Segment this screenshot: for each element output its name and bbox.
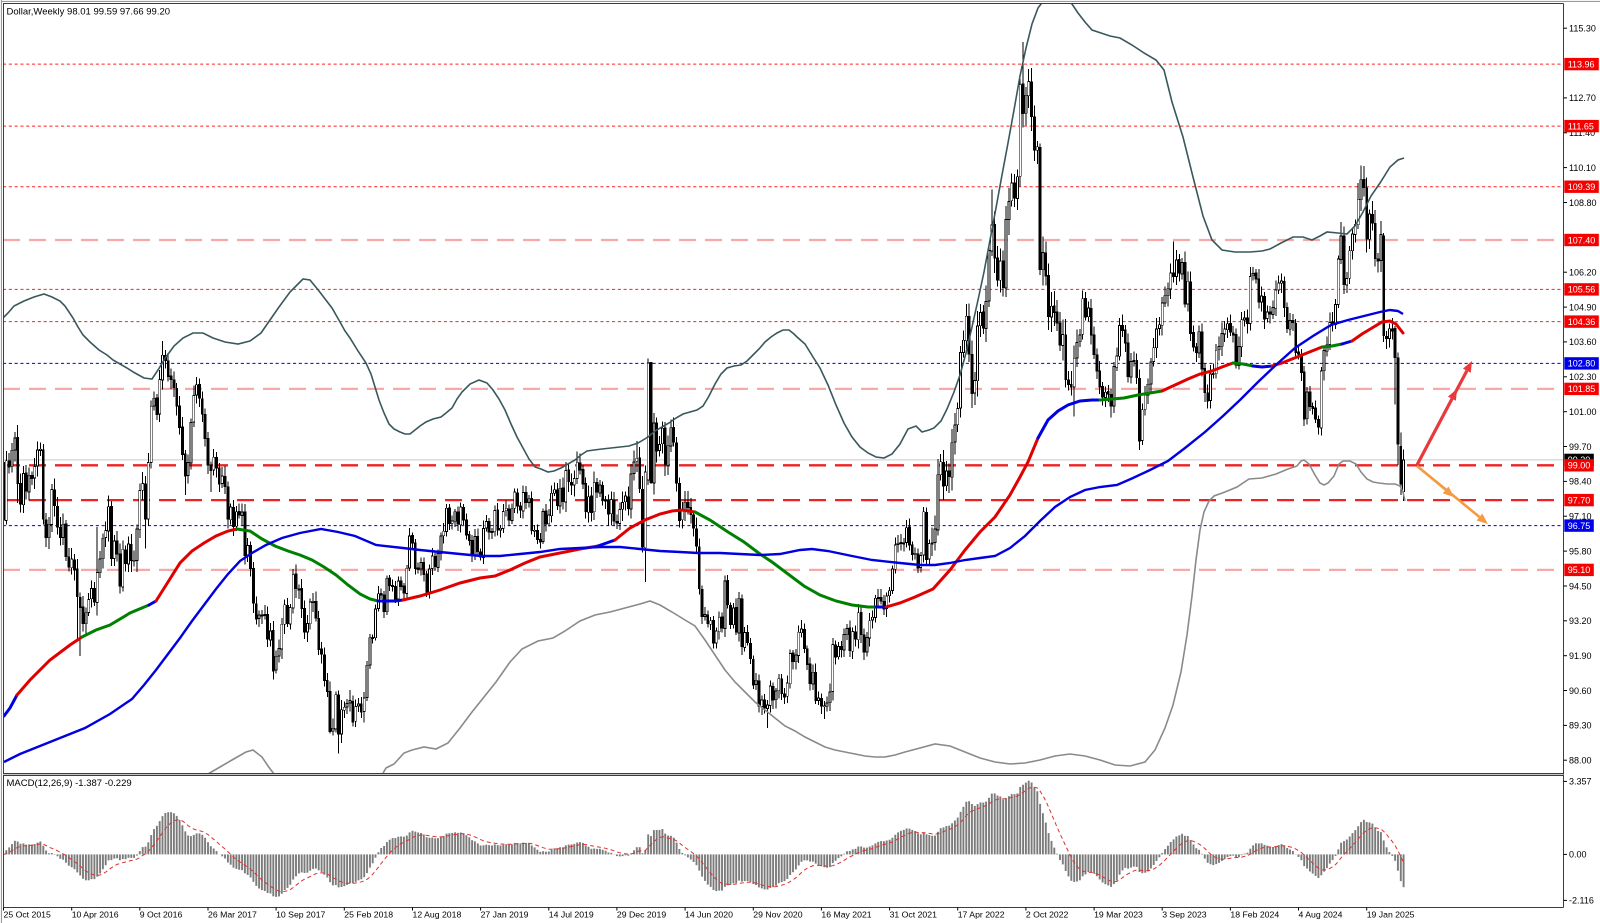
svg-text:95.10: 95.10 [1568,565,1591,575]
svg-text:3 Sep 2023: 3 Sep 2023 [1162,910,1207,920]
svg-text:108.80: 108.80 [1569,198,1597,208]
svg-text:27 Jan 2019: 27 Jan 2019 [481,910,529,920]
svg-text:109.39: 109.39 [1568,182,1596,192]
svg-text:106.20: 106.20 [1569,268,1597,278]
svg-text:Dollar,Weekly 98.01 99.59 97.: Dollar,Weekly 98.01 99.59 97.66 99.20 [7,7,171,18]
svg-text:25 Feb 2018: 25 Feb 2018 [344,910,393,920]
svg-text:99.00: 99.00 [1568,461,1591,471]
svg-text:115.30: 115.30 [1569,24,1596,34]
svg-text:10 Sep 2017: 10 Sep 2017 [276,910,325,920]
svg-text:3.357: 3.357 [1569,777,1592,787]
svg-text:19 Jan 2025: 19 Jan 2025 [1367,910,1415,920]
svg-text:4 Aug 2024: 4 Aug 2024 [1299,910,1343,920]
svg-text:14 Jun 2020: 14 Jun 2020 [685,910,733,920]
svg-text:102.80: 102.80 [1568,359,1596,369]
svg-text:110.10: 110.10 [1569,163,1596,173]
svg-text:104.90: 104.90 [1569,302,1597,312]
svg-text:102.30: 102.30 [1569,372,1597,382]
svg-text:29 Dec 2019: 29 Dec 2019 [617,910,666,920]
svg-text:94.50: 94.50 [1569,581,1592,591]
svg-text:96.75: 96.75 [1568,521,1591,531]
svg-text:16 May 2021: 16 May 2021 [821,910,871,920]
svg-text:91.90: 91.90 [1569,651,1592,661]
svg-text:113.96: 113.96 [1568,59,1595,69]
svg-text:26 Mar 2017: 26 Mar 2017 [208,910,257,920]
svg-text:90.60: 90.60 [1569,686,1592,696]
svg-text:104.36: 104.36 [1568,317,1596,327]
svg-text:18 Feb 2024: 18 Feb 2024 [1230,910,1279,920]
svg-text:0.00: 0.00 [1569,850,1587,860]
svg-text:111.40: 111.40 [1569,128,1595,138]
svg-text:99.70: 99.70 [1569,442,1592,452]
svg-text:88.00: 88.00 [1569,756,1592,766]
svg-text:17 Apr 2022: 17 Apr 2022 [958,910,1005,920]
svg-text:101.00: 101.00 [1569,407,1597,417]
svg-text:12 Aug 2018: 12 Aug 2018 [413,910,462,920]
svg-text:112.70: 112.70 [1569,93,1596,103]
svg-text:105.56: 105.56 [1568,285,1596,295]
svg-text:95.80: 95.80 [1569,546,1592,556]
svg-text:19 Mar 2023: 19 Mar 2023 [1094,910,1143,920]
svg-text:-2.116: -2.116 [1569,896,1594,906]
svg-text:103.60: 103.60 [1569,337,1597,347]
svg-text:25 Oct 2015: 25 Oct 2015 [4,910,52,920]
svg-text:89.30: 89.30 [1569,721,1592,731]
svg-text:111.65: 111.65 [1568,121,1594,131]
svg-text:93.20: 93.20 [1569,616,1592,626]
svg-text:MACD(12,26,9) -1.387 -0.229: MACD(12,26,9) -1.387 -0.229 [7,778,132,789]
svg-text:14 Jul 2019: 14 Jul 2019 [549,910,594,920]
svg-text:29 Nov 2020: 29 Nov 2020 [753,910,802,920]
svg-text:31 Oct 2021: 31 Oct 2021 [890,910,938,920]
svg-text:97.10: 97.10 [1569,512,1592,522]
svg-text:98.40: 98.40 [1569,477,1592,487]
svg-text:2 Oct 2022: 2 Oct 2022 [1026,910,1069,920]
svg-text:10 Apr 2016: 10 Apr 2016 [72,910,119,920]
svg-text:107.40: 107.40 [1568,235,1596,245]
svg-text:97.70: 97.70 [1568,495,1591,505]
svg-text:101.85: 101.85 [1568,384,1596,394]
svg-text:9 Oct 2016: 9 Oct 2016 [140,910,183,920]
